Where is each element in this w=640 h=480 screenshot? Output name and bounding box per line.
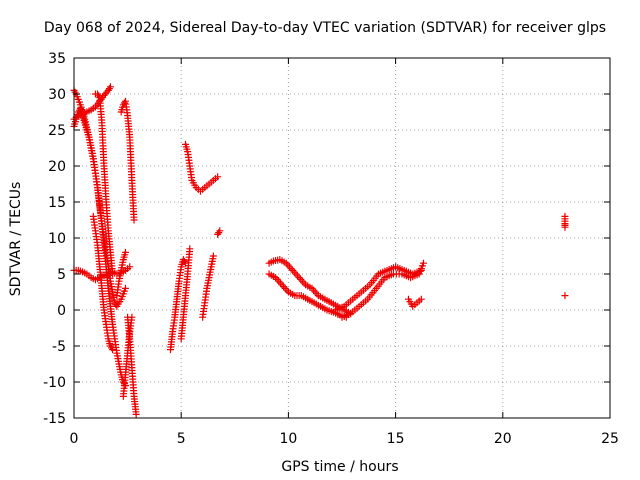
data-point <box>130 216 138 224</box>
data-point <box>106 83 114 91</box>
series-track-13 <box>181 140 222 195</box>
data-point <box>561 292 569 300</box>
y-axis-label: SDTVAR / TECUs <box>8 182 24 297</box>
data-point <box>209 252 217 260</box>
series-track-19 <box>338 259 427 321</box>
series-track-20 <box>404 295 425 310</box>
chart-title: Day 068 of 2024, Sidereal Day-to-day VTE… <box>44 20 606 36</box>
data-point <box>109 346 117 354</box>
data-point <box>126 263 134 271</box>
x-axis-label: GPS time / hours <box>281 459 398 475</box>
data-point <box>419 259 427 267</box>
series-track-14 <box>199 252 217 321</box>
axis-ticks: 0 5 10 15 20 25 -15 -10 -5 0 5 10 15 20 25 30 35 <box>43 51 619 447</box>
y-tick-label: 20 <box>48 159 66 175</box>
x-tick-label: 15 <box>387 431 405 447</box>
series-track-15 <box>214 227 224 238</box>
y-tick-label: 5 <box>57 267 66 283</box>
data-point <box>132 410 140 418</box>
x-tick-label: 0 <box>70 431 79 447</box>
y-tick-label: -5 <box>52 339 66 355</box>
y-tick-label: 35 <box>48 51 66 67</box>
series-track-22 <box>561 292 569 300</box>
y-tick-label: 30 <box>48 87 66 103</box>
data-point <box>214 173 222 181</box>
data-point <box>417 295 425 303</box>
series-track-06 <box>91 90 117 278</box>
series-track-17 <box>265 270 350 321</box>
series-track-07 <box>113 248 129 300</box>
data-point <box>121 248 129 256</box>
series-track-09 <box>124 313 140 418</box>
data-point <box>186 245 194 253</box>
series-track-12 <box>177 245 194 343</box>
data-series <box>70 83 569 418</box>
x-tick-label: 5 <box>177 431 186 447</box>
data-point <box>109 270 117 278</box>
series-track-21 <box>561 212 569 231</box>
data-point <box>561 223 569 231</box>
y-tick-label: -15 <box>43 411 66 427</box>
series-track-10 <box>117 97 138 224</box>
x-tick-label: 20 <box>494 431 512 447</box>
series-track-18 <box>332 263 425 314</box>
x-tick-label: 25 <box>601 431 619 447</box>
y-tick-label: 10 <box>48 231 66 247</box>
series-track-11 <box>166 256 189 354</box>
series-track-05 <box>89 212 117 354</box>
y-tick-label: -10 <box>43 375 66 391</box>
data-point <box>216 227 224 235</box>
y-tick-label: 15 <box>48 195 66 211</box>
y-tick-label: 25 <box>48 123 66 139</box>
x-tick-label: 10 <box>279 431 297 447</box>
data-point <box>121 284 129 292</box>
y-tick-label: 0 <box>57 303 66 319</box>
